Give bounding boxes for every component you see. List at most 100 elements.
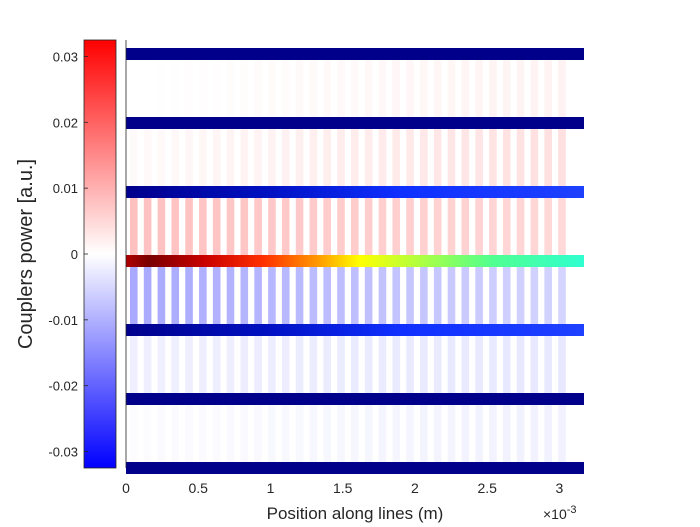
coupler-bar (544, 405, 552, 462)
coupler-bar (475, 60, 483, 117)
colorbar-tick-label: 0.02 (53, 115, 78, 130)
coupler-bar (281, 405, 290, 462)
coupler-bar (143, 267, 152, 324)
coupler-bar (240, 129, 249, 186)
coupler-bar (433, 198, 442, 255)
coupler-bar (530, 405, 539, 462)
coupler-bar (309, 267, 318, 324)
coupler-bar (309, 60, 318, 117)
coupler-bar (447, 198, 456, 255)
transmission-line (126, 393, 584, 405)
coupler-bar (295, 405, 304, 462)
coupler-bar (502, 129, 511, 186)
coupler-bar (475, 336, 483, 393)
coupler-bar (420, 60, 428, 117)
coupler-bar (199, 336, 207, 393)
x-axis-ticks: 0 0.5 1 1.5 2 2.5 3 (122, 480, 563, 496)
coupler-bar (420, 198, 428, 255)
coupler-bar (309, 198, 318, 255)
coupler-bar (254, 60, 262, 117)
x-tick-label: 0 (122, 480, 130, 496)
coupler-bar (433, 60, 442, 117)
x-tick-label: 1 (267, 480, 275, 496)
coupler-bar (420, 267, 428, 324)
coupler-bar (130, 129, 138, 186)
coupler-bar (226, 336, 235, 393)
coupler-bar (378, 198, 387, 255)
coupler-bar (392, 336, 401, 393)
coupler-bar (254, 336, 262, 393)
coupler-bar (337, 267, 345, 324)
coupler-bar (143, 198, 152, 255)
coupler-bar (558, 129, 566, 186)
colorbar-gradient (83, 39, 117, 469)
coupler-bar (157, 198, 166, 255)
coupler-bar (406, 336, 414, 393)
coupler-bar (226, 267, 235, 324)
coupler-bar (433, 336, 442, 393)
coupler-bar (309, 336, 318, 393)
coupler-bar (516, 336, 525, 393)
coupler-bar (461, 129, 470, 186)
coupler-bar (268, 198, 276, 255)
coupler-bar (489, 267, 497, 324)
coupler-bar (295, 336, 304, 393)
x-axis-exponent: ×10-3 (543, 504, 577, 522)
coupler-bar (406, 198, 414, 255)
coupler-bar (502, 336, 511, 393)
coupler-bar (130, 198, 138, 255)
coupler-bar (351, 405, 359, 462)
coupler-bar (364, 267, 373, 324)
coupler-bar (558, 60, 566, 117)
coupler-bar (516, 60, 525, 117)
coupler-bar (406, 267, 414, 324)
coupler-bar (516, 267, 525, 324)
coupler-bar (475, 405, 483, 462)
coupler-bar (351, 60, 359, 117)
x-tick-label: 3 (556, 480, 564, 496)
coupler-bar (268, 405, 276, 462)
coupler-bar (337, 336, 345, 393)
coupler-bar (171, 60, 180, 117)
coupler-bar (337, 198, 345, 255)
colorbar-tick-label: -0.01 (48, 313, 78, 328)
coupler-bar (281, 129, 290, 186)
coupler-bar (323, 336, 331, 393)
coupler-bar (351, 336, 359, 393)
transmission-line (126, 117, 584, 129)
coupler-bar (323, 129, 331, 186)
coupler-bar (392, 60, 401, 117)
coupler-bar (516, 405, 525, 462)
coupler-bar (171, 336, 180, 393)
x-exponent-power: -3 (567, 504, 577, 516)
coupler-bar (130, 405, 138, 462)
coupler-bar (268, 60, 276, 117)
coupler-bar (130, 267, 138, 324)
coupler-bar (392, 267, 401, 324)
coupler-bar (295, 267, 304, 324)
coupler-bar (226, 198, 235, 255)
coupler-bar (212, 129, 221, 186)
coupler-bar (199, 129, 207, 186)
coupler-bar (171, 267, 180, 324)
coupler-bar (502, 198, 511, 255)
coupler-bar (240, 198, 249, 255)
coupler-bar (226, 129, 235, 186)
coupler-bar (406, 129, 414, 186)
coupler-bar (502, 405, 511, 462)
transmission-line (126, 255, 584, 267)
coupler-bar (240, 336, 249, 393)
coupler-bar (461, 267, 470, 324)
coupler-bar (212, 198, 221, 255)
coupler-bar (323, 405, 331, 462)
coupler-bar (268, 129, 276, 186)
coupler-bar (157, 129, 166, 186)
colorbar-tick-label: 0 (71, 247, 78, 262)
coupler-bar (447, 60, 456, 117)
coupler-bar (530, 336, 539, 393)
coupler-bar (323, 198, 331, 255)
coupler-bar (185, 336, 193, 393)
coupler-bar (157, 267, 166, 324)
coupler-bar (530, 129, 539, 186)
coupler-bar (212, 336, 221, 393)
